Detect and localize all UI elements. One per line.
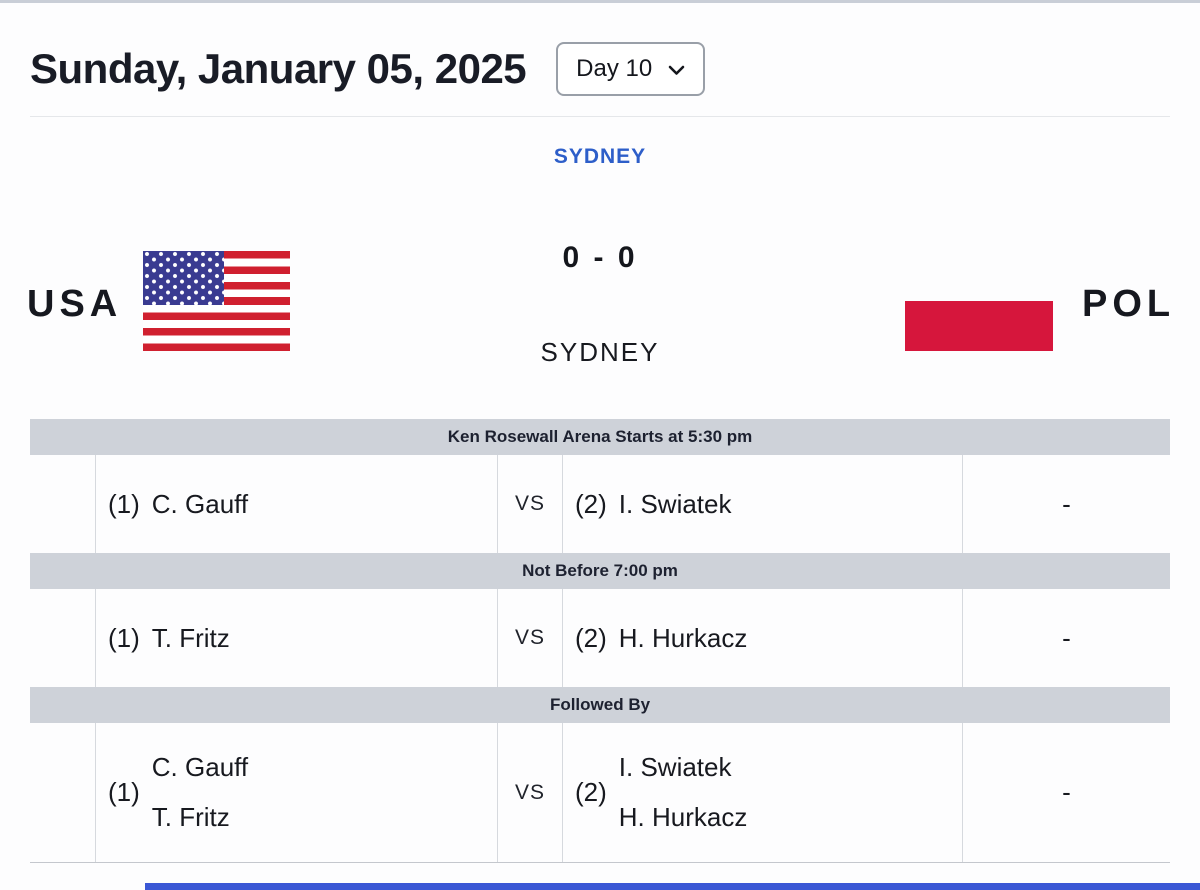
- home-player-name: T. Fritz: [151, 622, 230, 653]
- section-header-arena-start: Ken Rosewall Arena Starts at 5:30 pm: [30, 419, 1170, 455]
- top-border-strip: [0, 0, 1200, 3]
- away-player-name: I. Swiatek: [618, 752, 732, 782]
- match-row-gauff-swiatek[interactable]: (1) C. Gauff VS (2) I. Swiatek -: [30, 455, 1170, 553]
- chevron-down-icon: [668, 55, 685, 83]
- away-seed: (2): [575, 488, 607, 519]
- away-player-cell: (2) H. Hurkacz: [562, 589, 962, 687]
- home-player-name: C. Gauff: [151, 752, 249, 782]
- tie-city-label: SYDNEY: [553, 145, 647, 168]
- away-player-name: H. Hurkacz: [618, 622, 748, 653]
- match-row-fritz-hurkacz[interactable]: (1) T. Fritz VS (2) H. Hurkacz -: [30, 589, 1170, 687]
- usa-flag-icon: [143, 251, 290, 351]
- home-player-cell: (1) C. Gauff: [95, 455, 497, 553]
- poland-flag-icon: [905, 251, 1053, 351]
- day-selector-dropdown[interactable]: Day 10: [556, 42, 706, 96]
- match-schedule-table: Ken Rosewall Arena Starts at 5:30 pm (1)…: [30, 419, 1170, 863]
- match-score: -: [962, 723, 1170, 862]
- header-divider: [30, 116, 1170, 117]
- section-header-not-before: Not Before 7:00 pm: [30, 553, 1170, 589]
- home-seed: (1): [108, 777, 140, 807]
- gutter-cell: [30, 589, 95, 687]
- away-seed: (2): [575, 622, 607, 653]
- section-header-followed-by: Followed By: [30, 687, 1170, 723]
- away-player-name: I. Swiatek: [618, 488, 732, 519]
- home-doubles-cell: (1) C. Gauff T. Fritz: [95, 723, 497, 862]
- match-row-doubles[interactable]: (1) C. Gauff T. Fritz VS (2) I. Swiatek …: [30, 723, 1170, 863]
- tie-score: 0 - 0: [562, 241, 638, 274]
- away-player-cell: (2) I. Swiatek: [562, 455, 962, 553]
- home-seed: (1): [108, 622, 140, 653]
- gutter-cell: [30, 455, 95, 553]
- date-title: Sunday, January 05, 2025: [30, 45, 527, 92]
- vs-label: VS: [497, 589, 562, 687]
- tie-venue-label: SYDNEY: [540, 337, 660, 367]
- day-selector-value: Day 10: [576, 55, 653, 82]
- away-seed: (2): [575, 777, 607, 807]
- home-seed: (1): [108, 488, 140, 519]
- home-team-code: USA: [27, 283, 123, 325]
- page-header: Sunday, January 05, 2025 Day 10: [0, 0, 1200, 116]
- away-player-name: H. Hurkacz: [618, 802, 748, 832]
- vs-label: VS: [497, 455, 562, 553]
- away-doubles-cell: (2) I. Swiatek H. Hurkacz: [562, 723, 962, 862]
- tie-scoreboard: USA 0 - 0 SYDNEY POL: [0, 171, 1200, 419]
- bottom-accent-bar: [145, 883, 1200, 890]
- gutter-cell: [30, 723, 95, 862]
- home-player-cell: (1) T. Fritz: [95, 589, 497, 687]
- vs-label: VS: [497, 723, 562, 862]
- home-player-name: T. Fritz: [151, 802, 230, 832]
- match-score: -: [962, 589, 1170, 687]
- usa-flag-canton: [143, 251, 224, 305]
- away-team-code: POL: [1082, 283, 1176, 325]
- match-score: -: [962, 455, 1170, 553]
- home-player-name: C. Gauff: [151, 488, 249, 519]
